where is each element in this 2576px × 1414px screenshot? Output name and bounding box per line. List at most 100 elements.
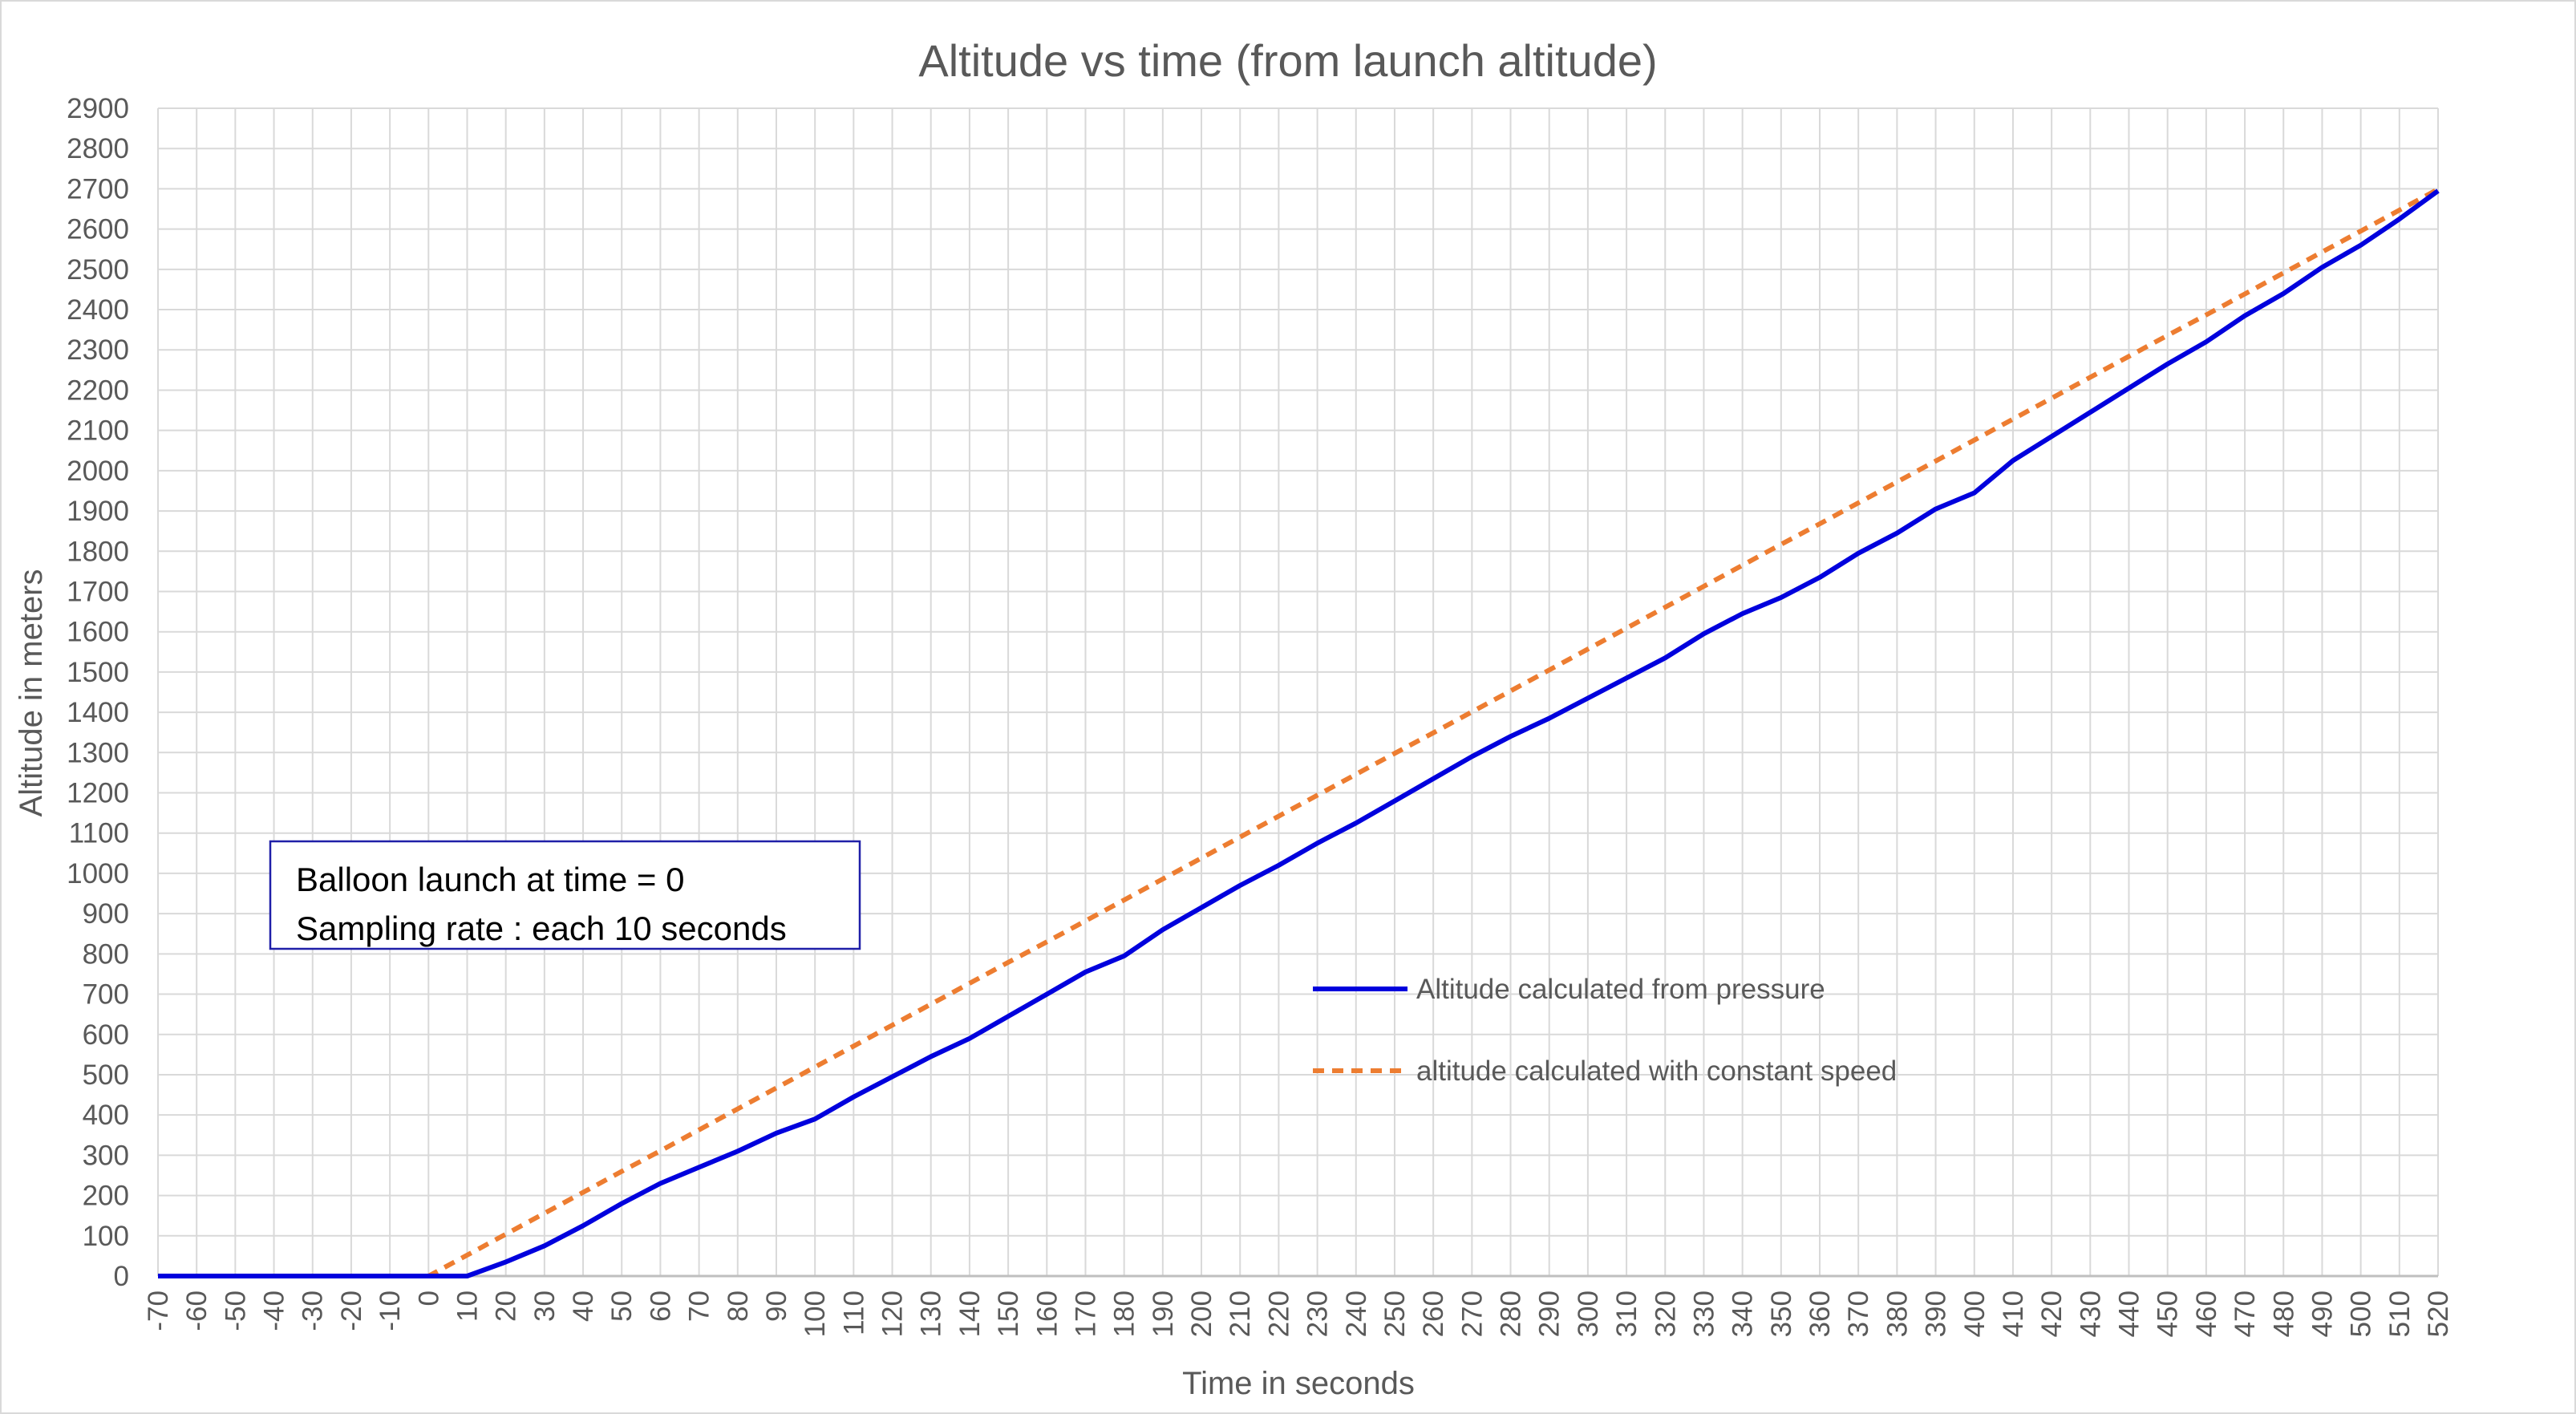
- x-tick-label: 160: [1031, 1290, 1063, 1337]
- x-tick-label: 420: [2036, 1290, 2068, 1337]
- x-tick-label: -40: [259, 1290, 290, 1331]
- x-tick-label: -60: [181, 1290, 213, 1331]
- y-tick-label: 300: [83, 1140, 129, 1171]
- annotation-sampling: Sampling rate : each 10 seconds: [296, 910, 787, 947]
- x-tick-label: 380: [1881, 1290, 1913, 1337]
- y-tick-label: 1800: [67, 536, 129, 567]
- x-tick-label: 190: [1148, 1290, 1179, 1337]
- y-tick-label: 1400: [67, 697, 129, 728]
- x-tick-label: 260: [1418, 1290, 1449, 1337]
- x-tick-label: 210: [1225, 1290, 1256, 1337]
- y-tick-label: 1500: [67, 657, 129, 688]
- y-tick-label: 2900: [67, 93, 129, 124]
- series-line-pressure: [158, 188, 2440, 1278]
- x-tick-label: 80: [723, 1290, 754, 1322]
- y-axis-ticks: 0 100 200 300 400 500 600 700 800 900 1000 1100 1200…: [67, 93, 129, 1292]
- y-tick-label: 2000: [67, 456, 129, 487]
- annotation-launch: Balloon launch at time = 0: [296, 861, 684, 898]
- x-tick-label: 60: [645, 1290, 676, 1322]
- x-tick-label: 40: [568, 1290, 599, 1322]
- x-tick-label: 370: [1843, 1290, 1874, 1337]
- y-tick-label: 800: [83, 938, 129, 970]
- y-tick-label: 500: [83, 1059, 129, 1091]
- y-tick-label: 0: [114, 1261, 129, 1292]
- x-tick-label: 310: [1611, 1290, 1642, 1337]
- x-tick-label: 450: [2153, 1290, 2184, 1337]
- y-tick-label: 1900: [67, 496, 129, 527]
- y-tick-label: 1000: [67, 858, 129, 889]
- chart-title: Altitude vs time (from launch altitude): [918, 35, 1657, 86]
- x-tick-label: 280: [1496, 1290, 1527, 1337]
- x-tick-label: -10: [375, 1290, 406, 1331]
- x-tick-label: 360: [1804, 1290, 1836, 1337]
- annotation-box: Balloon launch at time = 0 Sampling rate…: [269, 840, 861, 950]
- x-tick-label: 440: [2114, 1290, 2145, 1337]
- y-tick-label: 1600: [67, 617, 129, 648]
- x-axis-label: Time in seconds: [1182, 1366, 1415, 1401]
- y-tick-label: 2700: [67, 173, 129, 205]
- x-tick-label: 10: [452, 1290, 483, 1322]
- x-tick-label: 90: [761, 1290, 792, 1322]
- x-tick-label: 20: [491, 1290, 522, 1322]
- x-tick-label: 470: [2230, 1290, 2261, 1337]
- x-tick-label: 430: [2075, 1290, 2106, 1337]
- y-tick-label: 100: [83, 1221, 129, 1252]
- y-tick-label: 2100: [67, 415, 129, 447]
- series-lines: [158, 187, 2440, 1278]
- y-tick-label: 900: [83, 898, 129, 930]
- grid: [157, 107, 2439, 1278]
- x-tick-label: -30: [298, 1290, 329, 1331]
- x-tick-label: 520: [2423, 1290, 2454, 1337]
- y-tick-label: 1200: [67, 778, 129, 809]
- legend-label-constant-speed: altitude calculated with constant speed: [1416, 1055, 1897, 1087]
- x-tick-label: 140: [954, 1290, 986, 1337]
- x-tick-label: 410: [1998, 1290, 2029, 1337]
- x-tick-label: 230: [1302, 1290, 1334, 1337]
- x-tick-label: 180: [1109, 1290, 1140, 1337]
- legend: Altitude calculated from pressure altitu…: [1313, 974, 1897, 1087]
- x-tick-label: -50: [220, 1290, 251, 1331]
- x-tick-label: 50: [606, 1290, 638, 1322]
- x-tick-label: 30: [529, 1290, 561, 1322]
- x-tick-label: 0: [413, 1290, 444, 1306]
- x-tick-label: 350: [1766, 1290, 1797, 1337]
- x-tick-label: 490: [2307, 1290, 2338, 1337]
- x-tick-label: 200: [1186, 1290, 1217, 1337]
- y-tick-label: 200: [83, 1181, 129, 1212]
- y-tick-label: 2600: [67, 214, 129, 245]
- x-tick-label: 460: [2191, 1290, 2222, 1337]
- y-tick-label: 1700: [67, 576, 129, 607]
- x-tick-label: -70: [143, 1290, 174, 1331]
- x-tick-label: 120: [877, 1290, 909, 1337]
- x-tick-label: 270: [1456, 1290, 1488, 1337]
- x-tick-label: 170: [1070, 1290, 1101, 1337]
- y-tick-label: 1100: [69, 818, 129, 849]
- x-tick-label: 330: [1688, 1290, 1719, 1337]
- x-tick-label: 290: [1534, 1290, 1565, 1337]
- x-tick-label: 100: [800, 1290, 831, 1337]
- series-line-constant-speed: [158, 187, 2440, 1278]
- x-tick-label: 110: [838, 1290, 869, 1335]
- y-tick-label: 2300: [67, 334, 129, 366]
- y-tick-label: 2200: [67, 375, 129, 406]
- x-tick-label: 340: [1727, 1290, 1759, 1337]
- y-tick-label: 1300: [67, 737, 129, 768]
- y-tick-label: 400: [83, 1100, 129, 1131]
- x-axis-ticks: -70 -60 -50 -40 -30 -20 -10 0 10 20 30 40 50 60 70 80 90…: [143, 1290, 2454, 1337]
- x-tick-label: 510: [2384, 1290, 2416, 1337]
- x-tick-label: 130: [916, 1290, 947, 1337]
- x-tick-label: 300: [1573, 1290, 1604, 1337]
- x-tick-label: -20: [336, 1290, 367, 1331]
- x-tick-label: 70: [684, 1290, 715, 1322]
- x-tick-label: 320: [1650, 1290, 1681, 1337]
- x-tick-label: 500: [2346, 1290, 2377, 1337]
- y-tick-label: 600: [83, 1019, 129, 1051]
- x-tick-label: 250: [1379, 1290, 1411, 1337]
- y-tick-label: 2400: [67, 294, 129, 326]
- x-tick-label: 150: [993, 1290, 1024, 1337]
- legend-label-pressure: Altitude calculated from pressure: [1416, 974, 1825, 1005]
- y-axis-label: Altitude in meters: [14, 569, 49, 816]
- x-tick-label: 220: [1263, 1290, 1294, 1337]
